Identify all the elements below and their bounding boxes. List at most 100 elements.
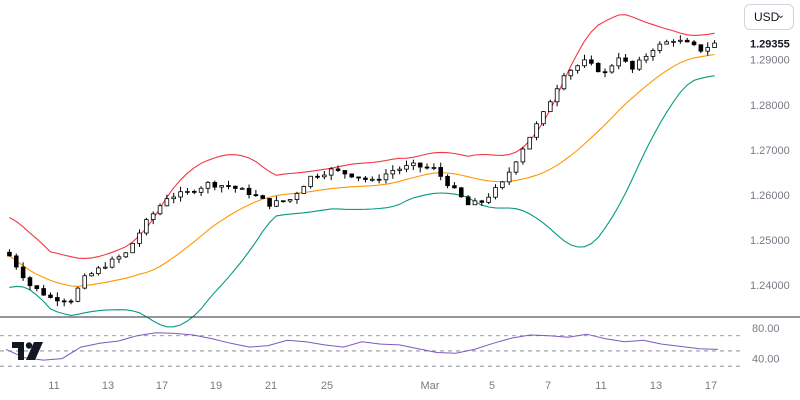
rsi-tick-label: 80.00 [752, 323, 780, 335]
candle-body [650, 50, 656, 57]
candle-body [205, 182, 211, 189]
price-tick-label: 1.26000 [750, 190, 790, 202]
candle-body [75, 287, 81, 302]
candle-body [616, 57, 622, 67]
time-tick-label: 13 [650, 380, 662, 392]
candle-body [68, 300, 74, 303]
price-tick-label: 1.25000 [750, 235, 790, 247]
candle [411, 159, 416, 171]
candle [568, 69, 574, 80]
candle-body [547, 101, 553, 113]
candle [630, 60, 635, 73]
candle-body [589, 59, 594, 64]
candle-body [294, 193, 300, 200]
candle [520, 146, 526, 165]
candle-body [636, 59, 642, 70]
candle-body [61, 300, 67, 303]
candle [157, 203, 163, 216]
candle-body [102, 266, 108, 269]
time-tick-label: 7 [545, 380, 551, 392]
candle-body [520, 148, 526, 163]
time-tick-label: 21 [265, 380, 277, 392]
candle-body [150, 213, 156, 220]
candle-body [438, 167, 444, 177]
candle-body [109, 258, 115, 268]
candle [233, 185, 238, 193]
candle [582, 54, 587, 68]
candle-body [219, 185, 224, 188]
candle [369, 176, 375, 182]
candle-body [630, 60, 635, 70]
candle [130, 242, 135, 254]
candle [383, 169, 389, 184]
candle [123, 252, 129, 259]
candle [7, 249, 12, 257]
chevron-down-icon: ⌄ [776, 10, 785, 21]
candle-body [178, 191, 183, 198]
candle-body [226, 185, 231, 187]
price-axis: 1.24000 1.25000 1.26000 1.27000 1.28000 1.290… [742, 35, 798, 292]
candle-body [55, 297, 60, 302]
candle [280, 200, 286, 203]
candle-body [431, 167, 437, 169]
candle [212, 180, 218, 191]
candle-body [609, 65, 615, 73]
candle-body [27, 277, 33, 287]
candle-body [363, 177, 368, 180]
candle [75, 286, 81, 303]
candle-body [48, 294, 53, 298]
candle-body [233, 185, 238, 189]
candle [191, 189, 197, 195]
candle [500, 180, 505, 190]
candle [698, 44, 704, 54]
candle [650, 48, 656, 61]
candle [417, 162, 423, 173]
candle [20, 262, 26, 281]
candle-body [575, 65, 580, 71]
candle [205, 180, 211, 194]
candle-body [383, 173, 389, 181]
price-tick-label: 1.27000 [750, 145, 790, 157]
candle-body [500, 181, 505, 188]
candle [226, 180, 231, 190]
candle-body [171, 196, 177, 200]
last-price-label: 1.29355 [750, 39, 790, 51]
candle-body [349, 173, 355, 178]
candle [705, 42, 711, 56]
rsi-line [5, 332, 719, 361]
candle-body [390, 170, 396, 175]
candle-body [602, 71, 608, 74]
candle-body [369, 178, 375, 181]
candle-body [554, 88, 560, 103]
rsi-tick-label: 40.00 [752, 354, 780, 366]
candle-body [465, 196, 471, 206]
candle [27, 276, 33, 290]
candle-body [41, 288, 46, 296]
time-tick-label: 11 [595, 380, 606, 392]
candle-body [452, 185, 457, 189]
time-tick-label: 5 [489, 380, 495, 392]
candle [335, 165, 341, 172]
candle-body [260, 195, 266, 199]
candle [260, 194, 266, 199]
candle-body [712, 42, 717, 48]
candle [102, 262, 108, 270]
time-tick-label: 17 [156, 380, 168, 392]
candle [48, 292, 53, 299]
candle [623, 54, 628, 63]
candle-body [308, 175, 313, 187]
candle-body [582, 59, 587, 67]
candle-body [246, 187, 252, 196]
candle [541, 111, 546, 126]
candle [547, 99, 553, 113]
candle [554, 84, 560, 107]
candle-body [322, 174, 327, 178]
time-tick-label: 11 [48, 380, 59, 392]
candle [41, 284, 46, 296]
candle [219, 185, 224, 193]
candle [472, 198, 478, 206]
candle-body [568, 69, 574, 77]
candle [342, 170, 348, 179]
currency-selector[interactable]: USD ⌄ [744, 4, 794, 30]
